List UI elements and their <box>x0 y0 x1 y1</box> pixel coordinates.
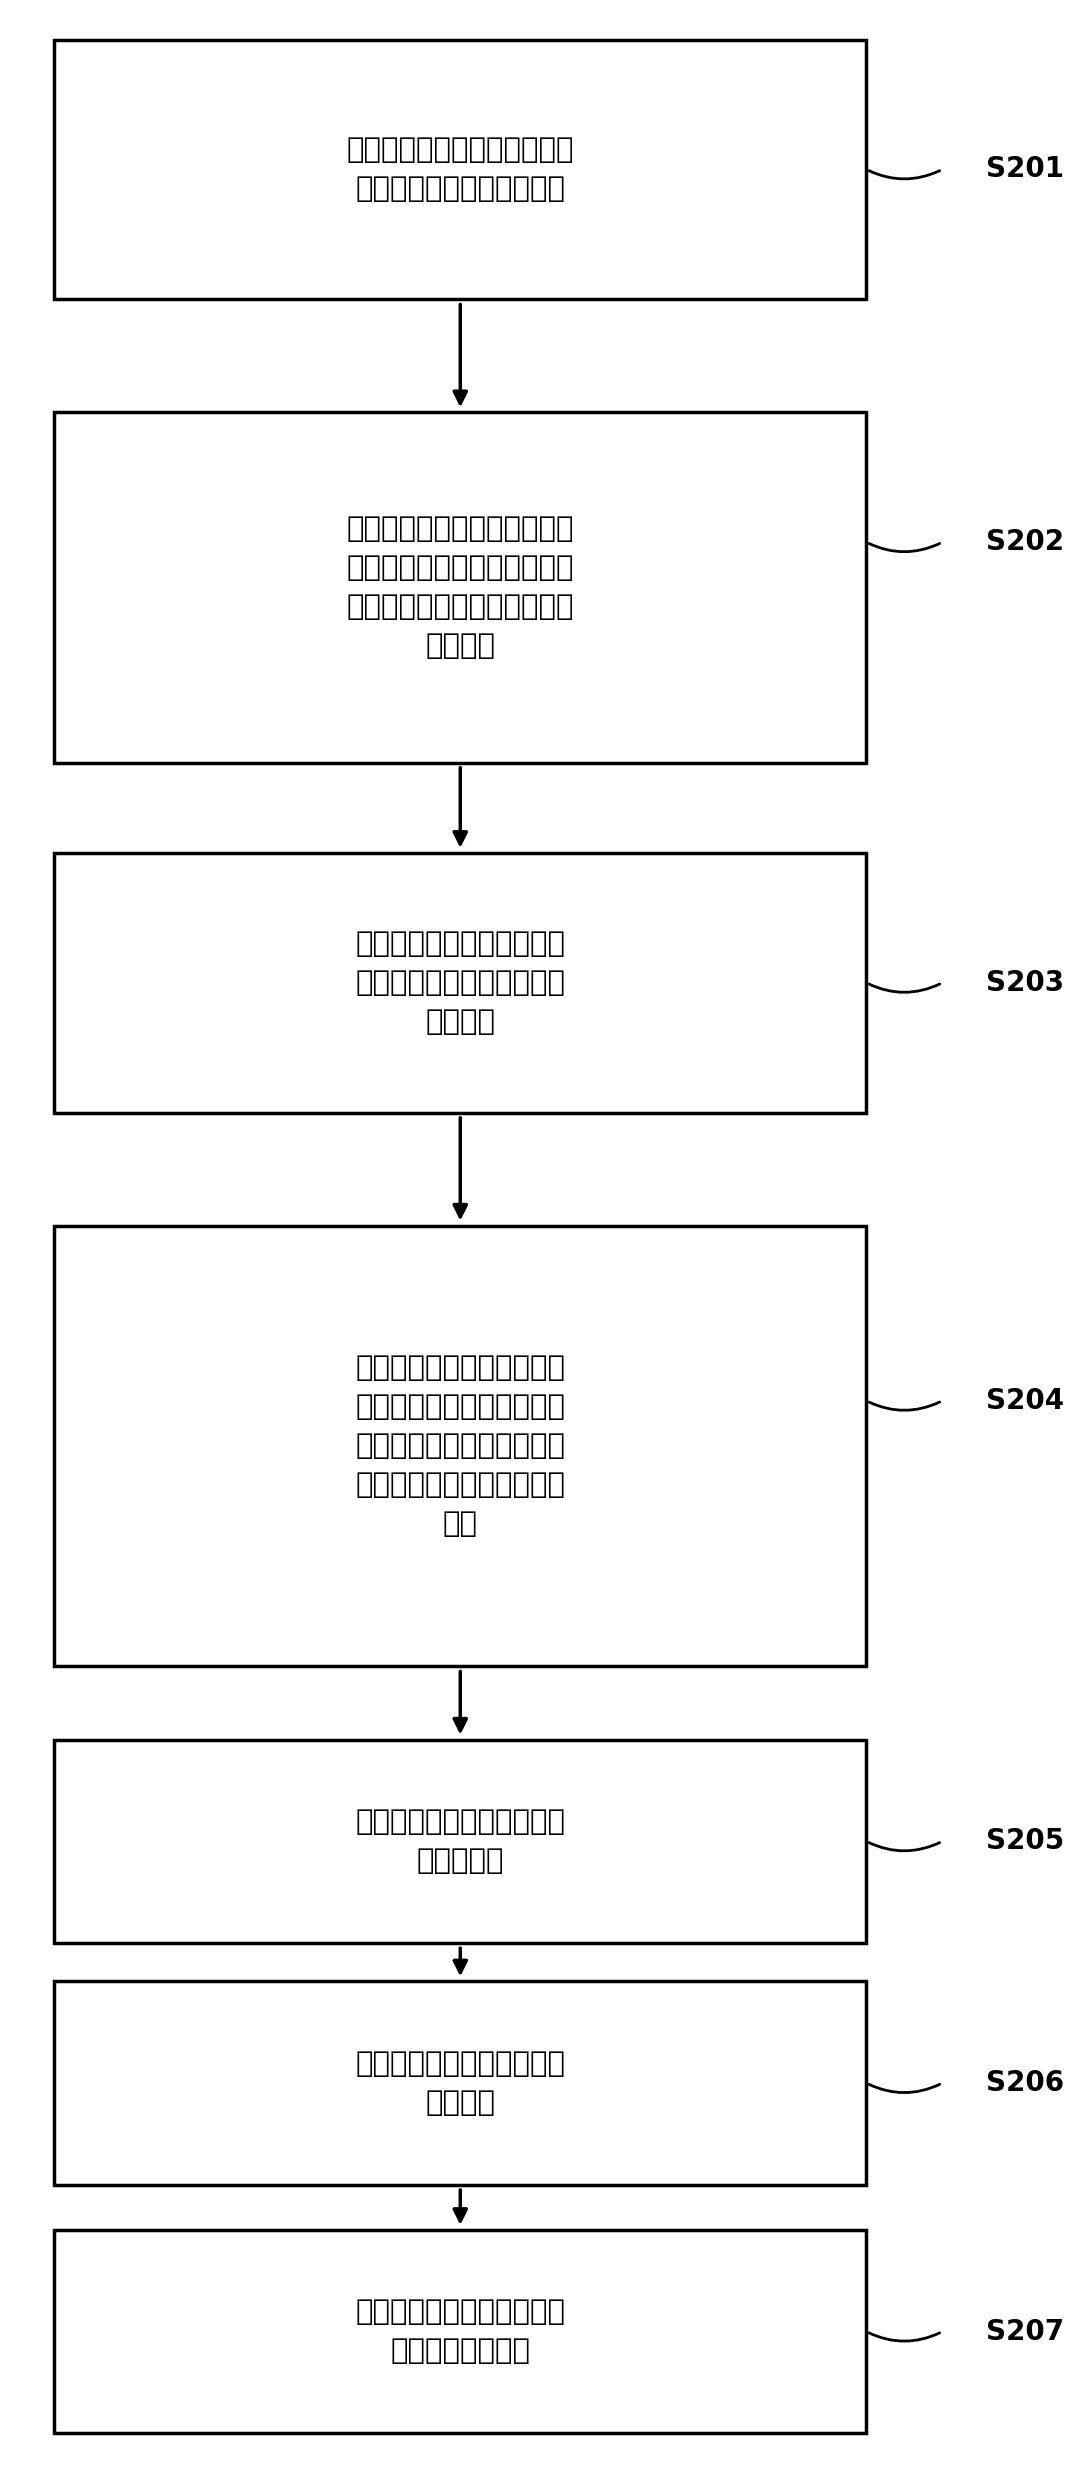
Text: S203: S203 <box>986 970 1064 997</box>
Text: 生成电子形式的网格图形，并
在网格图形中标出基站位置: 生成电子形式的网格图形，并 在网格图形中标出基站位置 <box>347 136 574 203</box>
FancyBboxPatch shape <box>54 40 866 299</box>
FancyBboxPatch shape <box>54 1225 866 1667</box>
FancyBboxPatch shape <box>54 1739 866 1942</box>
Text: S204: S204 <box>986 1388 1064 1415</box>
FancyBboxPatch shape <box>54 2229 866 2434</box>
Text: S201: S201 <box>986 156 1064 183</box>
Text: S206: S206 <box>986 2068 1064 2098</box>
FancyBboxPatch shape <box>54 413 866 762</box>
Text: 将基站归属入与其等效距离
最小的网格: 将基站归属入与其等效距离 最小的网格 <box>355 1808 565 1875</box>
FancyBboxPatch shape <box>54 1982 866 2185</box>
Text: 根据网格图形计算出基站所能
覆盖到的各网格的基站覆盖面
积参数、基站距离参数、基站
位置参数: 根据网格图形计算出基站所能 覆盖到的各网格的基站覆盖面 积参数、基站距离参数、基… <box>347 515 574 661</box>
Text: 根据各网格的基站覆盖面积
参数、基站距离参数、基站
位置参数、基站使用概率参
数计算基站与各网格的等效
距离: 根据各网格的基站覆盖面积 参数、基站距离参数、基站 位置参数、基站使用概率参 数… <box>355 1353 565 1539</box>
Text: 将网格图形和基站呈现在电
子地图上: 将网格图形和基站呈现在电 子地图上 <box>355 2048 565 2118</box>
Text: 根据通信记录获取基站所能
覆盖到的各网格的基站使用
概率参数: 根据通信记录获取基站所能 覆盖到的各网格的基站使用 概率参数 <box>355 930 565 1037</box>
Text: S205: S205 <box>986 1828 1064 1856</box>
FancyBboxPatch shape <box>54 854 866 1113</box>
Text: 将各基站的信息在与其相应
的网格中进行呈现: 将各基站的信息在与其相应 的网格中进行呈现 <box>355 2298 565 2365</box>
Text: S207: S207 <box>986 2318 1064 2345</box>
Text: S202: S202 <box>986 529 1064 557</box>
